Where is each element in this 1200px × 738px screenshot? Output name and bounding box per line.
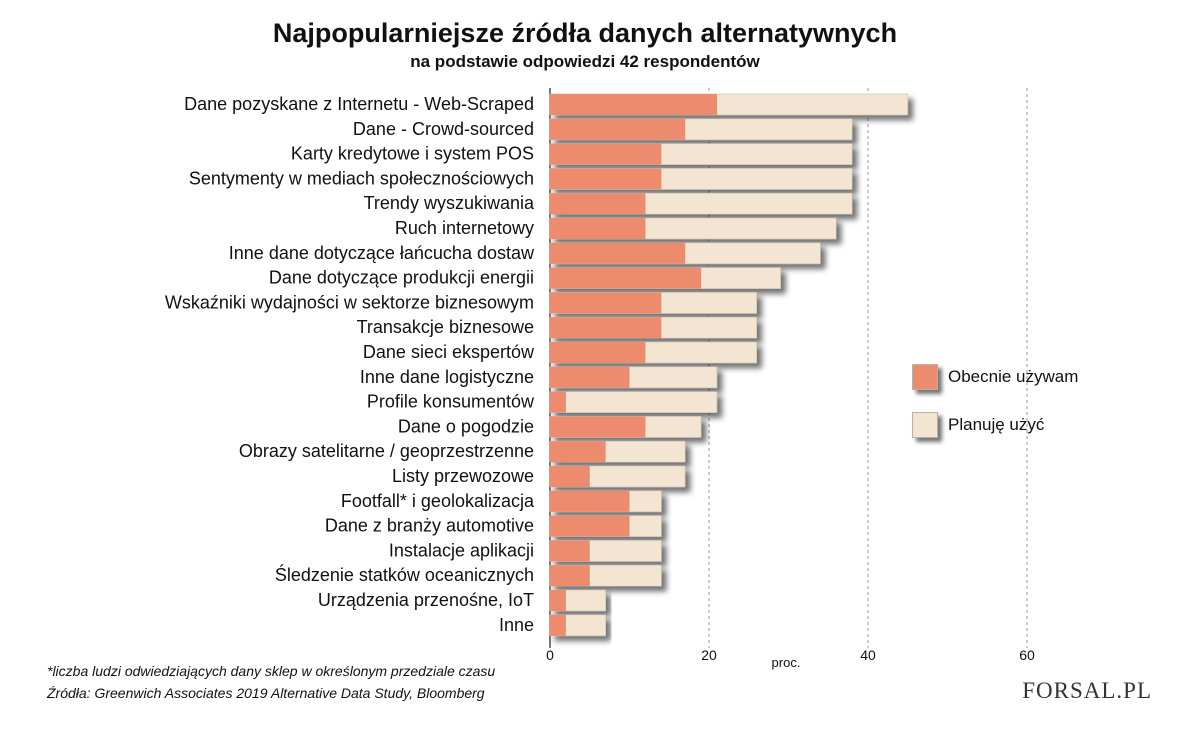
bar-current-2 bbox=[550, 143, 662, 165]
category-label-11: Inne dane logistyczne bbox=[360, 367, 534, 387]
category-label-15: Listy przewozowe bbox=[392, 466, 534, 486]
legend-label-current: Obecnie używam bbox=[948, 367, 1079, 386]
bar-current-15 bbox=[550, 466, 590, 487]
bar-current-19 bbox=[550, 565, 590, 587]
category-label-7: Dane dotyczące produkcji energii bbox=[269, 268, 534, 288]
bars bbox=[549, 93, 909, 637]
bar-current-10 bbox=[550, 342, 646, 363]
x-tick-label-0: 0 bbox=[546, 647, 554, 663]
bar-current-11 bbox=[550, 366, 630, 388]
bar-current-13 bbox=[550, 416, 646, 438]
legend-item-current: Obecnie używam bbox=[912, 362, 1078, 392]
x-tick-label-1: 20 bbox=[701, 647, 717, 663]
chart-subtitle: na podstawie odpowiedzi 42 respondentów bbox=[410, 52, 760, 71]
bar-current-8 bbox=[550, 292, 662, 314]
category-label-5: Ruch internetowy bbox=[395, 218, 534, 238]
legend-swatch-planned bbox=[912, 412, 938, 438]
bar-current-4 bbox=[550, 193, 646, 215]
legend-item-planned: Planuję użyć bbox=[912, 410, 1044, 440]
bar-current-5 bbox=[550, 218, 646, 239]
category-label-6: Inne dane dotyczące łańcucha dostaw bbox=[229, 243, 535, 263]
source-note: Źródła: Greenwich Associates 2019 Altern… bbox=[47, 685, 485, 701]
category-label-12: Profile konsumentów bbox=[367, 392, 535, 412]
x-axis: 0 20 40 60 proc. bbox=[546, 647, 1035, 670]
bar-current-21 bbox=[550, 614, 566, 636]
bar-current-3 bbox=[550, 168, 662, 190]
bar-current-14 bbox=[550, 441, 606, 463]
category-label-1: Dane - Crowd-sourced bbox=[353, 119, 534, 139]
category-label-10: Dane sieci ekspertów bbox=[363, 342, 535, 362]
bar-current-9 bbox=[550, 317, 662, 339]
chart-title: Najpopularniejsze źródła danych alternat… bbox=[272, 18, 898, 48]
legend-swatch-current bbox=[912, 364, 938, 390]
bar-current-17 bbox=[550, 515, 630, 537]
bar-planned-12 bbox=[549, 391, 718, 413]
bar-current-18 bbox=[550, 540, 590, 562]
x-axis-label: proc. bbox=[772, 655, 801, 670]
bar-current-16 bbox=[550, 490, 630, 512]
category-label-8: Wskaźniki wydajności w sektorze biznesow… bbox=[165, 292, 534, 312]
footnote: *liczba ludzi odwiedziających dany sklep… bbox=[47, 663, 496, 679]
category-label-0: Dane pozyskane z Internetu - Web-Scraped bbox=[184, 94, 534, 114]
x-tick-label-2: 40 bbox=[860, 647, 876, 663]
category-label-4: Trendy wyszukiwania bbox=[364, 193, 535, 213]
category-label-19: Śledzenie statków oceanicznych bbox=[275, 564, 534, 585]
category-label-14: Obrazy satelitarne / geoprzestrzenne bbox=[239, 441, 534, 461]
bar-current-0 bbox=[550, 94, 717, 115]
bar-current-1 bbox=[550, 118, 686, 140]
bar-current-12 bbox=[550, 391, 566, 413]
category-label-18: Instalacje aplikacji bbox=[389, 540, 534, 560]
bar-current-7 bbox=[550, 267, 702, 289]
bar-current-6 bbox=[550, 242, 686, 264]
x-tick-label-3: 60 bbox=[1019, 647, 1035, 663]
category-label-2: Karty kredytowe i system POS bbox=[291, 144, 534, 164]
category-label-16: Footfall* i geolokalizacja bbox=[341, 491, 535, 511]
forsal-logo: FORSAL.PL bbox=[1022, 678, 1152, 703]
category-label-13: Dane o pogodzie bbox=[398, 416, 534, 436]
category-label-20: Urządzenia przenośne, IoT bbox=[318, 590, 534, 610]
bar-current-20 bbox=[550, 590, 566, 611]
category-label-9: Transakcje biznesowe bbox=[357, 317, 534, 337]
category-labels: Dane pozyskane z Internetu - Web-Scraped… bbox=[165, 94, 535, 635]
legend-label-planned: Planuję użyć bbox=[948, 415, 1045, 434]
category-label-3: Sentymenty w mediach społecznościowych bbox=[189, 168, 534, 188]
category-label-21: Inne bbox=[499, 615, 534, 635]
category-label-17: Dane z branży automotive bbox=[325, 516, 534, 536]
